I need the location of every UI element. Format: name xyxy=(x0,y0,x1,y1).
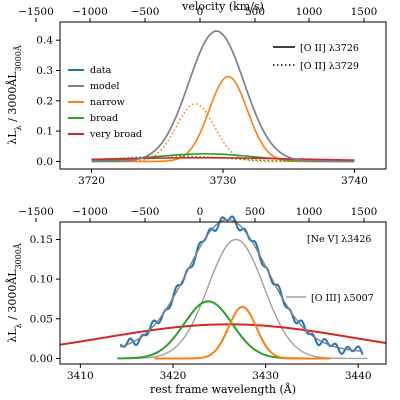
velocity-tick-label: 500 xyxy=(245,6,265,18)
x-tick-label: 3440 xyxy=(345,370,372,382)
very-broad-solid-line xyxy=(91,156,355,161)
legend-label-oiii-5007: [O III] λ5007 xyxy=(311,293,374,304)
y-tick-label: 0.0 xyxy=(36,156,53,168)
velocity-tick-label: 0 xyxy=(197,206,204,218)
bottom-panel: 3410 3420 3430 3440 0.00 0.05 0.10 0.15 −1500 −10… xyxy=(5,206,387,396)
velocity-tick-label: 1000 xyxy=(296,206,323,218)
ne-v-annotation: [Ne V] λ3426 xyxy=(307,234,371,245)
y-tick-label: 0.05 xyxy=(30,313,53,325)
velocity-axis-label: velocity (km/s) xyxy=(181,0,264,13)
bottom-axes-frame xyxy=(59,221,387,365)
top-legend-left: data model narrow broad very broad xyxy=(68,65,142,140)
top-legend-right: [O II] λ3726 [O II] λ3729 xyxy=(273,43,359,72)
y-tick-label: 0.4 xyxy=(36,35,53,47)
y-tick-label: 0.3 xyxy=(36,65,53,77)
legend-label-broad: broad xyxy=(90,113,118,124)
velocity-tick-label: −1500 xyxy=(18,6,54,18)
top-plot-area xyxy=(91,30,355,163)
bottom-axis-ticks: 3410 3420 3430 3440 0.00 0.05 0.10 0.15 −1500 −10… xyxy=(18,206,377,382)
x-tick-label: 3730 xyxy=(210,175,237,187)
x-tick-label: 3740 xyxy=(341,175,368,187)
top-y-axis-label: λLλ / 3000ÅL3000Å xyxy=(5,45,23,145)
narrow-line xyxy=(154,305,331,360)
y-tick-label: 0.00 xyxy=(30,353,53,365)
velocity-tick-label: 1000 xyxy=(296,6,323,18)
legend-label-model: model xyxy=(90,81,119,92)
bottom-plot-area xyxy=(59,215,387,360)
x-tick-label: 3430 xyxy=(252,370,279,382)
top-panel: 3720 3730 3740 0.0 0.1 0.2 0.3 0.4 −1500 −1000 −50… xyxy=(5,0,387,187)
velocity-tick-label: 0 xyxy=(197,6,204,18)
y-tick-label: 0.15 xyxy=(30,234,53,246)
y-tick-label: 0.10 xyxy=(30,274,53,286)
y-tick-label: 0.1 xyxy=(36,126,53,138)
legend-label-very-broad: very broad xyxy=(89,129,142,140)
velocity-tick-label: −1000 xyxy=(72,6,108,18)
top-axis-ticks: 3720 3730 3740 0.0 0.1 0.2 0.3 0.4 −1500 −1000 −50… xyxy=(18,6,377,187)
x-axis-label: rest frame wavelength (Å) xyxy=(150,382,296,396)
legend-label-narrow: narrow xyxy=(90,97,125,108)
velocity-tick-label: 500 xyxy=(245,206,265,218)
bottom-y-axis-label: λLλ / 3000ÅL3000Å xyxy=(5,243,23,343)
x-tick-label: 3720 xyxy=(78,175,105,187)
velocity-tick-label: 1500 xyxy=(351,206,378,218)
very-broad-line xyxy=(59,323,387,346)
y-tick-label: 0.2 xyxy=(36,95,53,107)
legend-label-oii-3726: [O II] λ3726 xyxy=(300,43,359,54)
velocity-tick-label: −1500 xyxy=(18,206,54,218)
narrow-solid-line xyxy=(91,75,355,163)
x-tick-label: 3420 xyxy=(160,370,187,382)
legend-label-oii-3729: [O II] λ3729 xyxy=(300,61,359,72)
model-line xyxy=(91,30,355,163)
data-line xyxy=(119,215,364,356)
velocity-tick-label: −500 xyxy=(131,206,160,218)
velocity-tick-label: −1000 xyxy=(72,206,108,218)
velocity-tick-label: 1500 xyxy=(351,6,378,18)
model-line xyxy=(120,218,363,353)
legend-label-data: data xyxy=(90,65,112,76)
velocity-tick-label: −500 xyxy=(131,6,160,18)
x-tick-label: 3410 xyxy=(67,370,94,382)
